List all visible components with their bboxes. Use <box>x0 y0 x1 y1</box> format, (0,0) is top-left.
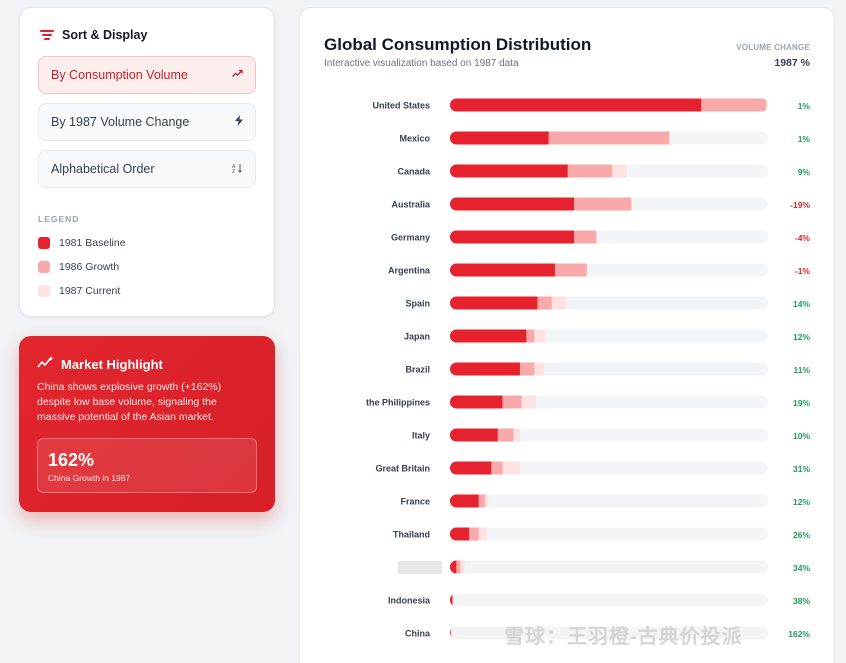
chart-panel: Global Consumption Distribution Interact… <box>299 7 835 663</box>
bar-1981-baseline <box>450 263 555 277</box>
volume-change-value: 14% <box>793 299 810 309</box>
legend-label: 1981 Baseline <box>59 237 126 249</box>
bar-1981-baseline <box>450 560 457 574</box>
volume-change-value: 38% <box>793 596 810 606</box>
country-label: Spain <box>405 299 430 309</box>
legend-item-1981: 1981 Baseline <box>38 237 126 249</box>
bar-track <box>450 428 768 442</box>
bar-1981-baseline <box>450 362 520 376</box>
volume-change-value: 26% <box>793 530 810 540</box>
volume-change-value: 34% <box>793 563 810 573</box>
country-label: Japan <box>404 332 430 342</box>
highlight-stat-box: 162% China Growth in 1987 <box>37 438 257 493</box>
legend-label: 1986 Growth <box>59 261 120 273</box>
volume-change-subheader: 1987 % <box>774 57 810 69</box>
bar-1981-baseline <box>450 98 702 112</box>
lightning-icon <box>235 115 243 129</box>
bar-track <box>450 626 768 640</box>
country-label: Argentina <box>388 266 431 276</box>
highlight-value-label: China Growth in 1987 <box>48 473 131 483</box>
country-label: Canada <box>397 167 431 177</box>
legend-swatch <box>38 261 50 273</box>
sparkle-chart-icon <box>37 356 54 372</box>
bar-1981-baseline <box>450 296 538 310</box>
country-label: the Philippines <box>366 398 430 408</box>
legend-item-1986: 1986 Growth <box>38 261 119 273</box>
country-label: Australia <box>391 200 431 210</box>
sort-by-change-button[interactable]: By 1987 Volume Change <box>38 103 256 141</box>
sort-option-label: By Consumption Volume <box>51 68 188 82</box>
volume-change-value: -19% <box>790 200 810 210</box>
bar-1981-baseline <box>450 230 575 244</box>
volume-change-value: 1% <box>798 101 811 111</box>
volume-change-value: 1% <box>798 134 811 144</box>
country-label: Brazil <box>405 365 430 375</box>
sort-option-label: Alphabetical Order <box>51 162 155 176</box>
volume-change-value: -4% <box>795 233 811 243</box>
legend-swatch <box>38 237 50 249</box>
bar-1981-baseline <box>450 131 549 145</box>
legend-swatch <box>38 285 50 297</box>
volume-change-header: VOLUME CHANGE <box>736 43 810 52</box>
country-label: France <box>400 497 430 507</box>
volume-change-value: 31% <box>793 464 810 474</box>
sort-header: Sort & Display <box>40 28 147 42</box>
volume-change-value: 10% <box>793 431 810 441</box>
volume-change-value: 12% <box>793 497 810 507</box>
legend-label: 1987 Current <box>59 285 121 297</box>
country-label: Germany <box>391 233 430 243</box>
highlight-title: Market Highlight <box>61 356 163 372</box>
country-label: Indonesia <box>388 596 431 606</box>
bar-1981-baseline <box>450 395 503 409</box>
bar-1981-baseline <box>450 197 575 211</box>
volume-change-value: 12% <box>793 332 810 342</box>
volume-change-value: 19% <box>793 398 810 408</box>
volume-change-value: 9% <box>798 167 811 177</box>
highlight-header: Market Highlight <box>37 356 163 372</box>
bar-track <box>450 494 768 508</box>
chart-subtitle: Interactive visualization based on 1987 … <box>324 58 519 69</box>
bar-chart: United States 1% Mexico 1% Canada 9% Australia… <box>366 98 811 640</box>
bar-1981-baseline <box>450 329 527 343</box>
volume-change-value: 162% <box>788 629 810 639</box>
watermark: 雪球：王羽橙-古典价投派 <box>504 626 743 648</box>
chart-title: Global Consumption Distribution <box>324 35 592 54</box>
volume-change-value: 11% <box>793 365 810 375</box>
country-label: Italy <box>412 431 430 441</box>
bar-track <box>450 461 768 475</box>
legend-title: LEGEND <box>38 214 80 224</box>
svg-text:A: A <box>232 164 236 170</box>
legend-item-1987: 1987 Current <box>38 285 120 297</box>
market-highlight-card: Market Highlight China shows explosive g… <box>19 336 275 512</box>
trending-up-icon <box>232 69 243 81</box>
svg-text:Z: Z <box>232 169 235 173</box>
country-label: China <box>405 629 431 639</box>
bar-1981-baseline <box>450 527 470 541</box>
sort-display-panel: Sort & Display By Consumption Volume By … <box>19 7 275 317</box>
country-label-placeholder <box>398 561 442 574</box>
country-label: Mexico <box>399 134 430 144</box>
bar-track <box>450 560 768 574</box>
country-label: Thailand <box>393 530 430 540</box>
bar-track <box>450 593 768 607</box>
bar-1981-baseline <box>450 428 498 442</box>
bar-1981-baseline <box>450 593 453 607</box>
bar-1981-baseline <box>450 164 568 178</box>
bar-1981-baseline <box>450 626 451 640</box>
filter-icon <box>40 29 54 41</box>
bar-track <box>450 527 768 541</box>
highlight-value: 162% <box>48 450 95 470</box>
sort-by-volume-button[interactable]: By Consumption Volume <box>38 56 256 94</box>
volume-change-value: -1% <box>795 266 811 276</box>
bar-1981-baseline <box>450 494 479 508</box>
sort-option-label: By 1987 Volume Change <box>51 115 190 129</box>
country-label: Great Britain <box>375 464 430 474</box>
highlight-description: China shows explosive growth (+162%) des… <box>37 381 222 423</box>
country-label: United States <box>372 101 430 111</box>
bar-1981-baseline <box>450 461 492 475</box>
sort-title: Sort & Display <box>62 28 148 42</box>
